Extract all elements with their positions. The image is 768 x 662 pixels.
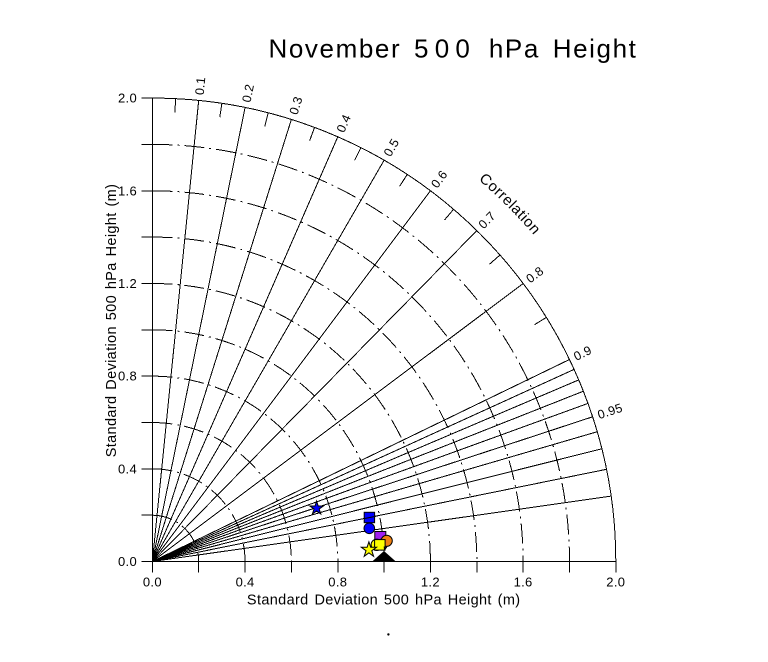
svg-text:2.0: 2.0 <box>118 91 137 106</box>
svg-text:1.6: 1.6 <box>118 183 137 198</box>
svg-text:0.95: 0.95 <box>596 401 625 422</box>
svg-text:0.8: 0.8 <box>118 369 137 384</box>
svg-text:2.0: 2.0 <box>606 575 625 590</box>
svg-text:0.6: 0.6 <box>428 168 450 191</box>
svg-text:Standard Deviation 500 hPa Hei: Standard Deviation 500 hPa Height (m) <box>104 184 120 458</box>
svg-text:0.4: 0.4 <box>118 461 137 476</box>
svg-text:1.2: 1.2 <box>421 575 440 590</box>
svg-text:1.2: 1.2 <box>118 276 137 291</box>
svg-text:0.5: 0.5 <box>381 136 402 159</box>
svg-text:0.0: 0.0 <box>118 554 137 569</box>
svg-text:0.7: 0.7 <box>476 209 499 232</box>
svg-text:0.9: 0.9 <box>571 343 594 364</box>
svg-text:0.8: 0.8 <box>328 575 347 590</box>
svg-text:0.0: 0.0 <box>143 575 162 590</box>
svg-text:0.4: 0.4 <box>334 112 354 134</box>
svg-text:0.4: 0.4 <box>236 575 255 590</box>
svg-text:0.1: 0.1 <box>193 76 209 96</box>
svg-text:1.6: 1.6 <box>514 575 533 590</box>
svg-text:0.8: 0.8 <box>523 264 546 286</box>
svg-text:Standard Deviation 500 hPa Hei: Standard Deviation 500 hPa Height (m) <box>247 593 521 609</box>
svg-text:0.2: 0.2 <box>240 83 257 104</box>
svg-text:0.3: 0.3 <box>287 95 306 117</box>
svg-text:November 500 hPa Height: November 500 hPa Height <box>268 34 637 64</box>
